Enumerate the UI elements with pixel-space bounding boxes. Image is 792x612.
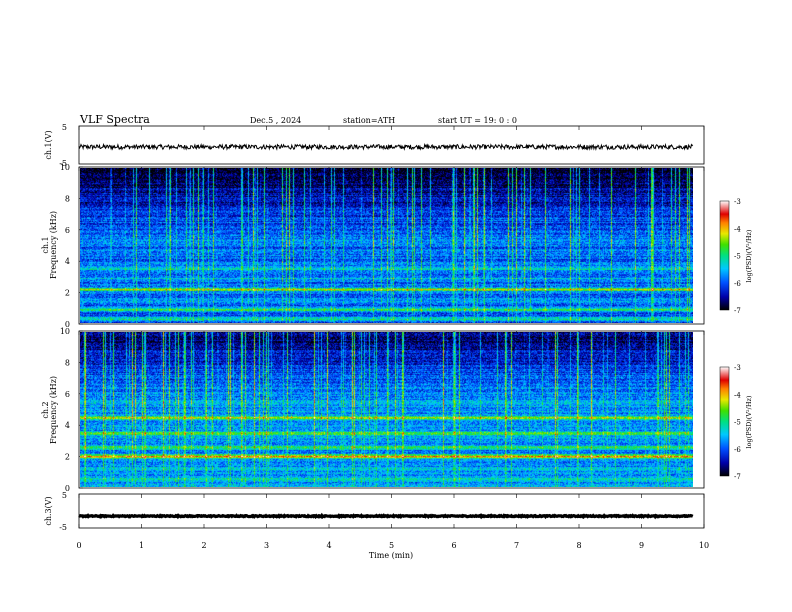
ch1-spectrogram-colorbar-tick: -5: [734, 253, 741, 261]
station-label: station=ATH: [343, 116, 395, 125]
ch2-spectrogram-ytick: 0: [65, 484, 70, 493]
figure-title: VLF Spectra: [79, 113, 150, 126]
ch1-waveform-line: [78, 142, 694, 152]
ch3-waveform-ylabel: ch.3(V): [44, 496, 53, 525]
x-tick-label: 7: [514, 541, 519, 550]
ch1-spectrogram-ytick: 4: [65, 257, 70, 266]
ch2-spectrogram-colorbar-tick: -7: [734, 473, 741, 481]
ch1-spectrogram-colorbar-label: log(PSD)(V²/Hz): [745, 229, 753, 282]
x-tick-label: 10: [699, 541, 709, 550]
date-label: Dec.5 , 2024: [250, 116, 301, 125]
ch3-waveform-line: [78, 512, 694, 520]
ch3-waveform-plot: [78, 512, 694, 520]
ch1-waveform-ytick: 5: [62, 123, 67, 132]
ch2-spectrogram-colorbar-tick: -4: [734, 391, 741, 399]
ch1-spectrogram-colorbar-tick: -7: [734, 307, 741, 315]
x-tick-label: 6: [451, 541, 456, 550]
x-tick-label: 1: [139, 541, 144, 550]
ch3-waveform-ytick: 5: [62, 491, 67, 500]
ch2-colorbar: [719, 366, 730, 477]
ch1-spectrogram-colorbar-tick: -3: [734, 198, 741, 206]
x-tick-label: 3: [264, 541, 269, 550]
ch3-waveform-frame: [78, 493, 705, 529]
ch2-ylabel-line1: ch.2: [41, 401, 50, 418]
ch1-spectrogram-colorbar-tick: -6: [734, 280, 741, 288]
x-tick-label: 8: [576, 541, 581, 550]
ch2-spectrogram-colorbar-label: log(PSD)(V²/Hz): [745, 395, 753, 448]
start-time-label: start UT = 19: 0 : 0: [438, 116, 517, 125]
ch2-ylabel-line2: Frequency (kHz): [49, 376, 58, 444]
ch1-spectrogram-ytick: 10: [60, 163, 70, 172]
ch1-spectrogram: [80, 168, 693, 323]
ch2-spectrogram-colorbar-tick: -3: [734, 364, 741, 372]
ch1-spectrogram-ylabel: ch.1 Frequency (kHz): [41, 211, 58, 279]
colorbar-labels: -3 -4 -5 -6 -7 log(PSD)(V²/Hz) -3 -4 -5 -6 -7 log(P…: [734, 198, 753, 481]
ch1-waveform-ytick: -5: [59, 159, 67, 168]
x-tick-label: 9: [639, 541, 644, 550]
ch1-spectrogram-ytick: 6: [65, 226, 70, 235]
x-tick-label: 2: [201, 541, 206, 550]
x-tick-label: 4: [326, 541, 331, 550]
ch1-spectrogram-colorbar-tick: -4: [734, 225, 741, 233]
ch3-waveform-ytick: -5: [59, 523, 67, 532]
x-tick-label: 0: [76, 541, 81, 550]
ch1-waveform-plot: [78, 142, 694, 152]
ch1-spectrogram-ytick: 0: [65, 320, 70, 329]
ch2-spectrogram-ytick: 2: [65, 453, 70, 462]
ch2-spectrogram-colorbar-tick: -6: [734, 446, 741, 454]
ch2-spectrogram-ytick: 4: [65, 421, 70, 430]
ch1-ylabel-line2: Frequency (kHz): [49, 211, 58, 279]
ch2-spectrogram: [80, 332, 693, 487]
ch2-spectrogram-colorbar-tick: -5: [734, 419, 741, 427]
ch2-spectrogram-ylabel: ch.2 Frequency (kHz): [41, 376, 58, 444]
ch1-colorbar: [719, 200, 730, 311]
ch1-ylabel-line1: ch.1: [41, 236, 50, 253]
ch1-waveform-ylabel: ch.1(V): [44, 130, 53, 159]
ch2-spectrogram-ytick: 10: [60, 327, 70, 336]
ch1-spectrogram-ytick: 2: [65, 289, 70, 298]
x-axis-label: Time (min): [369, 551, 413, 560]
ch2-spectrogram-ytick: 6: [65, 390, 70, 399]
x-tick-label: 5: [389, 541, 394, 550]
ch1-spectrogram-ytick: 8: [65, 194, 70, 203]
ch2-spectrogram-ytick: 8: [65, 358, 70, 367]
